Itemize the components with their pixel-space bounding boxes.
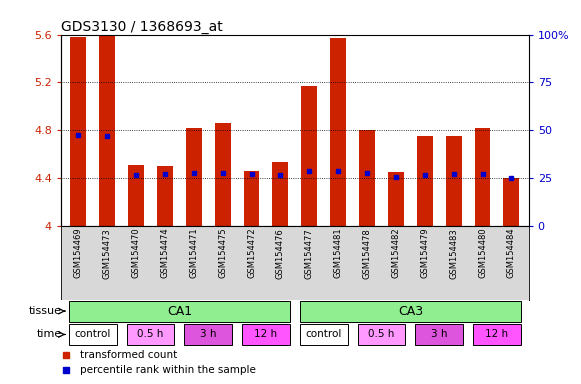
Bar (184, 324, 232, 346)
Bar (473, 324, 521, 346)
Text: GSM154479: GSM154479 (420, 228, 429, 278)
Text: CA1: CA1 (167, 305, 192, 318)
Text: GSM154478: GSM154478 (363, 228, 371, 278)
Text: time: time (37, 329, 62, 339)
Text: control: control (306, 329, 342, 339)
Text: GSM154471: GSM154471 (189, 228, 198, 278)
Bar (417, 136, 433, 226)
Text: GSM154480: GSM154480 (478, 228, 487, 278)
Text: GSM154477: GSM154477 (305, 228, 314, 278)
Text: GSM154473: GSM154473 (103, 228, 112, 278)
Bar (358, 324, 406, 346)
Bar (504, 178, 519, 226)
Text: tissue: tissue (28, 306, 62, 316)
Text: 12 h: 12 h (254, 329, 278, 339)
Bar (69, 324, 117, 346)
Text: GSM154481: GSM154481 (333, 228, 343, 278)
Bar (242, 324, 290, 346)
Bar (302, 86, 317, 226)
Text: GSM154476: GSM154476 (276, 228, 285, 278)
Bar (157, 166, 173, 226)
Bar (446, 136, 461, 226)
Text: GSM154484: GSM154484 (507, 228, 516, 278)
Bar (475, 128, 490, 226)
Text: GSM154474: GSM154474 (160, 228, 170, 278)
Text: 0.5 h: 0.5 h (137, 329, 164, 339)
Bar (330, 38, 346, 226)
Text: percentile rank within the sample: percentile rank within the sample (80, 365, 256, 375)
Text: GSM154470: GSM154470 (131, 228, 141, 278)
Bar (186, 128, 202, 226)
Bar (300, 324, 347, 346)
Bar (243, 170, 260, 226)
Bar (300, 301, 521, 322)
Text: GSM154482: GSM154482 (392, 228, 400, 278)
Text: transformed count: transformed count (80, 350, 177, 360)
Bar (69, 301, 290, 322)
Bar (215, 123, 231, 226)
Text: CA3: CA3 (398, 305, 423, 318)
Text: control: control (74, 329, 111, 339)
Bar (99, 35, 115, 226)
Text: GDS3130 / 1368693_at: GDS3130 / 1368693_at (61, 20, 223, 33)
Bar (127, 324, 174, 346)
Text: 3 h: 3 h (200, 329, 217, 339)
Bar (415, 324, 463, 346)
Text: 0.5 h: 0.5 h (368, 329, 394, 339)
Bar (128, 165, 144, 226)
Text: GSM154483: GSM154483 (449, 228, 458, 278)
Text: GSM154475: GSM154475 (218, 228, 227, 278)
Bar (359, 130, 375, 226)
Bar (70, 37, 86, 226)
Text: 3 h: 3 h (431, 329, 447, 339)
Bar (388, 172, 404, 226)
Text: 12 h: 12 h (485, 329, 508, 339)
Text: GSM154469: GSM154469 (74, 228, 83, 278)
Text: GSM154472: GSM154472 (247, 228, 256, 278)
Bar (272, 162, 288, 226)
